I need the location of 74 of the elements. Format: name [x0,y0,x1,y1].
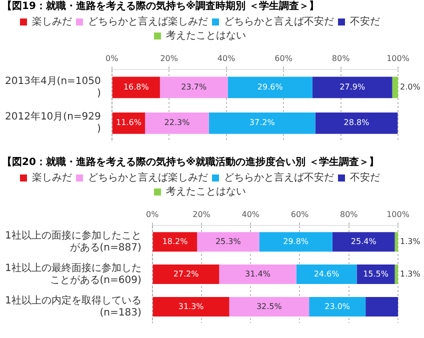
legend-label: 不安だ [350,16,380,28]
data-label: 23.0% [324,302,350,311]
x-tick-label: 0% [106,54,119,63]
bar [219,264,296,284]
x-tick-label: 20% [192,210,211,219]
data-label: 1.3% [400,269,421,278]
x-tick-label: 80% [332,54,350,63]
x-tick-label: 0% [146,210,160,219]
x-tick-label: 40% [217,54,236,63]
bar [259,232,332,252]
legend-label: どちらかと言えば楽しみだ [88,16,208,28]
data-label: 25.4% [350,236,377,246]
chart-title: 【図19：就職・進路を考える際の気持ち※調査時期別 ＜学生調査＞】 [1,0,320,13]
bar [208,112,316,134]
bar [312,76,392,98]
bar [112,76,160,98]
y-tick-label: 2012年10月(n=929) [4,110,101,135]
bar [315,112,398,134]
legend-label: 楽しみだ [32,16,72,28]
bar [152,297,230,317]
legend-label: どちらかと言えば楽しみだ [88,172,208,184]
data-label: 29.6% [257,82,284,92]
bar [145,112,209,134]
data-label: 23.7% [181,82,207,92]
data-label: 22.3% [164,118,190,128]
x-tick-label: 100% [386,210,410,219]
data-label: 11.6% [116,118,142,128]
bar [394,232,398,252]
bar [160,76,228,98]
x-tick-label: 60% [274,54,293,63]
data-label: 2.0% [400,82,421,92]
y-tick-label: 2013年4月(n=1050) [4,75,101,100]
x-tick-label: 100% [386,54,410,63]
legend-label: 不安だ [350,172,380,184]
bar [112,112,146,134]
bar [366,297,398,317]
bar [394,264,398,284]
data-label: 25.3% [215,236,242,246]
legend-label: 楽しみだ [32,172,72,184]
bar [197,232,260,252]
y-tick-label: 1社以上の面接に参加したことがある(n=887) [4,229,142,254]
bar [228,76,312,98]
bar [229,297,310,317]
data-label: 18.2% [162,236,188,246]
data-label: 27.9% [340,82,366,92]
data-label: 37.2% [249,118,276,128]
bar [309,297,366,317]
x-tick-label: 60% [290,210,310,219]
data-label: 31.3% [178,302,204,311]
y-tick-label: 1社以上の内定を取得している(n=183) [4,294,142,318]
data-label: 15.5% [363,269,389,278]
legend-label: どちらかと言えば不安だ [224,172,334,184]
bar [152,264,220,284]
x-tick-label: 80% [340,210,358,219]
bar [332,232,395,252]
chart-title: 【図20：就職・進路を考える際の気持ち※就職活動の進捗度合い別 ＜学生調査＞】 [1,156,380,169]
x-tick-label: 20% [160,54,178,63]
data-label: 29.8% [283,236,309,246]
bar [392,76,398,98]
bar [296,264,357,284]
data-label: 32.5% [256,302,282,311]
bar [356,264,395,284]
data-label: 16.8% [123,82,150,92]
data-label: 27.2% [173,269,200,278]
x-tick-label: 40% [242,210,260,219]
data-label: 24.6% [314,269,340,278]
bar [152,232,198,252]
data-label: 31.4% [245,269,271,278]
legend-label: 考えたことはない [166,186,246,198]
y-tick-label: 1社以上の最終面接に参加したことがある(n=609) [4,262,142,286]
data-label: 28.8% [344,118,370,128]
legend-label: 考えたことはない [166,30,246,42]
data-label: 1.3% [400,236,421,246]
legend-label: どちらかと言えば不安だ [224,16,334,28]
